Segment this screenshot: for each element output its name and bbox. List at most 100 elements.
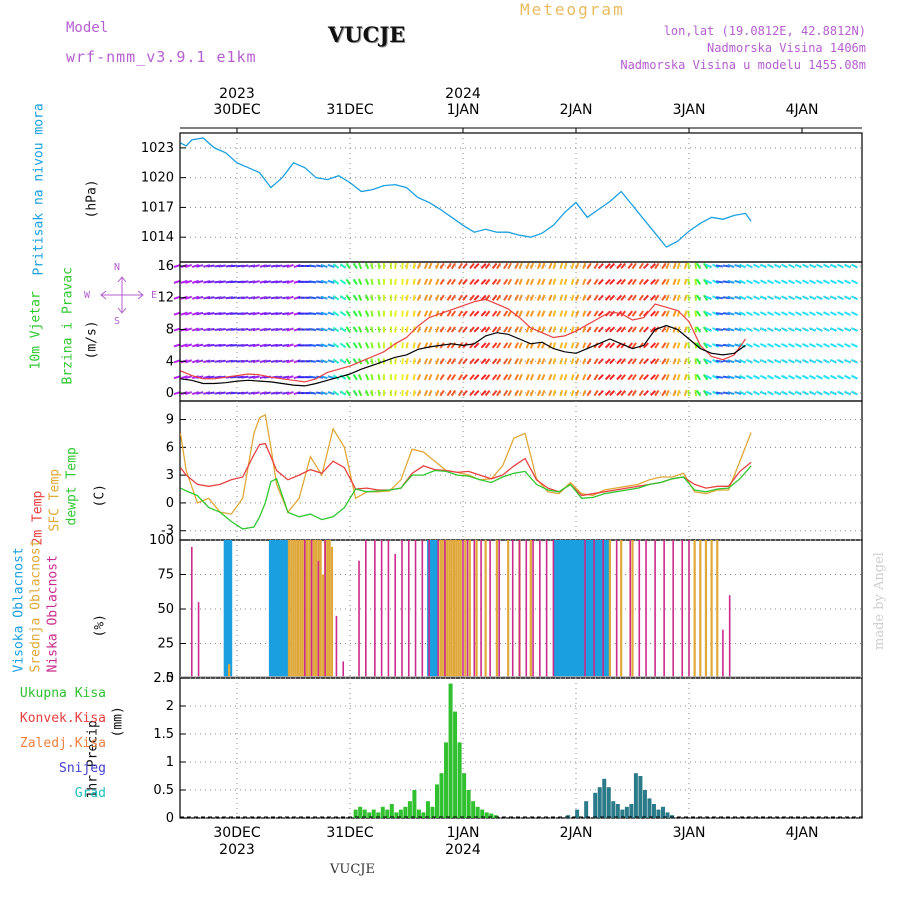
wind-arrow [218,391,226,395]
low-cloud-bar [380,540,383,678]
low-cloud-bar [473,540,476,678]
wind-arrow [401,374,404,381]
wind-arrow [738,279,746,285]
wind-arrow [320,295,328,300]
temp-frame [179,400,863,541]
wind-arrow [536,310,542,317]
wind-arrow [416,294,422,301]
wind-arrow [582,342,587,349]
snow-bar [665,812,670,818]
wind-arrow [401,342,404,349]
wind-arrow [808,263,816,269]
low-cloud-bar [638,540,641,678]
wind-arrow [446,294,452,301]
model-label: Model [66,20,109,36]
wind-arrow [695,374,702,381]
wind-arrow [450,326,457,333]
wind-arrow [643,390,650,397]
wind-arrow [575,294,580,301]
wind-arrow [794,358,802,364]
wind-arrow [446,326,452,333]
wind-arrow [676,342,681,349]
wind-arrow [191,279,200,284]
wind-arrow [593,278,599,286]
wind-arrow [241,375,249,379]
wind-arrow [435,326,440,333]
wind-arrow [734,311,742,316]
wind-arrow [439,374,445,381]
wind-arrow [401,278,404,285]
high-cloud-bar [228,540,233,678]
wind-arrow [439,278,445,286]
wind-arrow [631,294,637,301]
wind-arrow [850,327,858,332]
low-cloud-bar [489,540,491,678]
wind-arrow [836,343,844,348]
snow-bar [633,773,638,818]
wind-arrow [541,310,546,317]
wind-arrow [752,311,760,317]
wind-arrow [480,390,487,397]
cloud-ytick-label: 25 [157,637,174,652]
wind-arrow [654,374,660,381]
wind-arrow [715,264,724,268]
wind-arrow [207,343,215,347]
wind-arrow [327,343,335,348]
snow-bar [638,776,643,818]
low-cloud-bar [728,595,731,678]
wind-arrow [491,389,498,397]
wind-arrow [766,311,774,317]
wind-arrow [412,310,416,317]
wind-arrow [252,280,260,284]
wind-arrow [552,389,557,397]
wind-arrow [405,389,409,397]
wind-arrow [738,390,746,396]
wind-arrow [815,358,823,364]
wind-arrow [529,326,535,333]
wind-arrow [609,326,616,333]
precip-ytick-label: 2.5 [153,671,174,686]
wind-arrow [525,342,530,349]
high-cloud-bar [585,540,590,678]
wind-arrow [850,295,858,301]
wind-arrow [450,374,457,381]
wind-arrow [180,279,188,284]
top-year-label: 2024 [445,86,481,102]
snow-bar [629,804,634,818]
wind-arrow [843,374,851,380]
wind-arrow [631,358,637,365]
low-cloud-bar [518,540,521,678]
wind-arrow [320,391,328,396]
wind-arrow [507,278,513,286]
wind-arrow [609,358,616,365]
wind-arrow [638,389,644,397]
wind-arrow [570,342,575,349]
wind-arrow [496,326,502,333]
wind-arrow [822,263,830,269]
mid-cloud-bar [464,540,467,678]
wind-arrow [364,389,370,397]
wind-arrow [638,310,644,317]
wind-arrow [536,262,542,270]
low-cloud-bar [304,540,306,678]
low-cloud-bar [584,540,586,678]
wind-arrow [446,389,452,397]
wind-arrow [514,342,520,349]
wind-arrow [582,326,587,333]
wind-arrow [320,279,328,284]
wind-arrow [620,262,626,270]
wind-arrow [401,310,404,317]
wind-arrow [457,374,464,381]
wind-arrow [364,278,370,286]
wind-arrow [401,389,404,397]
wind-arrow [593,262,599,270]
total-rain-bar [385,809,390,818]
wind-arrow [643,262,650,269]
wind-arrow [507,294,513,301]
mid-cloud-bar [631,540,634,678]
wind-arrow [491,342,498,349]
wind-arrow [766,374,774,380]
wind-arrow [616,326,623,333]
snow-bar [647,798,652,818]
wind-arrow [275,280,283,284]
